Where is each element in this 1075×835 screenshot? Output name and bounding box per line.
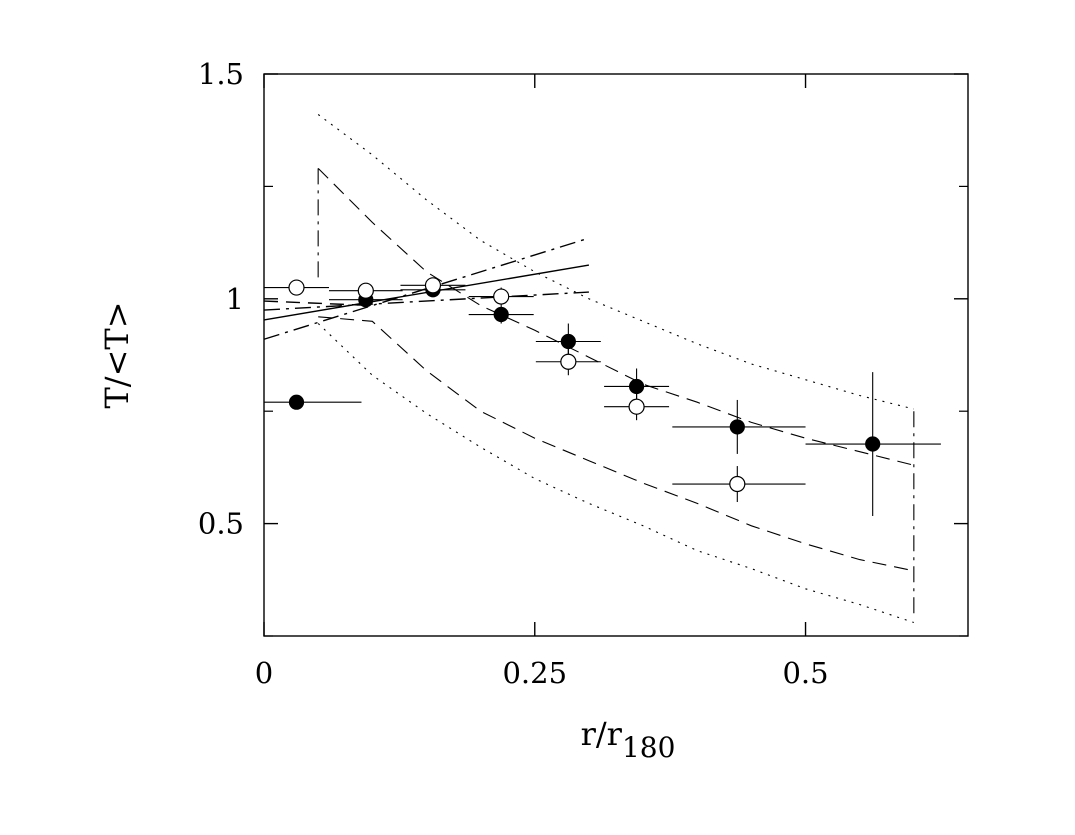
tick-labels: 0 0.25 0.5 0.5 1 1.5 [198, 57, 829, 690]
band-dotted-upper [317, 114, 914, 410]
open-data-point [288, 279, 305, 296]
open-data-point [560, 353, 577, 370]
band-dashed-lower [318, 316, 914, 572]
fit-line-dashed-3 [263, 300, 373, 307]
x-axis-label-main: r/r [581, 715, 623, 753]
x-axis-label-subscript: 180 [622, 731, 675, 764]
x-tick-label: 0 [255, 656, 273, 690]
y-tick-label: 0.5 [198, 507, 244, 541]
x-tick-label: 0.5 [782, 656, 828, 690]
filled-data-point [493, 306, 509, 323]
y-tick-label: 1 [226, 282, 244, 316]
filled-data-point [560, 333, 576, 350]
x-axis-label: r/r180 [581, 715, 676, 764]
y-tick-label: 1.5 [198, 57, 244, 91]
y-axis-label: T/<T> [98, 301, 136, 408]
filled-data-point [729, 419, 745, 435]
filled-data-point [865, 436, 881, 452]
x-tick-label: 0.25 [502, 656, 567, 690]
open-data-point [357, 282, 374, 299]
open-data-point [628, 398, 645, 415]
axis-ticks [263, 73, 968, 637]
filled-data-point [628, 378, 645, 395]
band-dotted-lower [317, 323, 914, 624]
filled-data-point [288, 394, 305, 410]
open-data-point [424, 277, 442, 294]
open-data-point [493, 288, 510, 305]
open-data-point [729, 475, 746, 493]
data-points [264, 277, 941, 516]
model-bands [317, 114, 915, 624]
fit-line-dash-dot-2 [263, 291, 589, 311]
band-dashed-upper [317, 168, 914, 466]
plot-frame [263, 73, 969, 637]
